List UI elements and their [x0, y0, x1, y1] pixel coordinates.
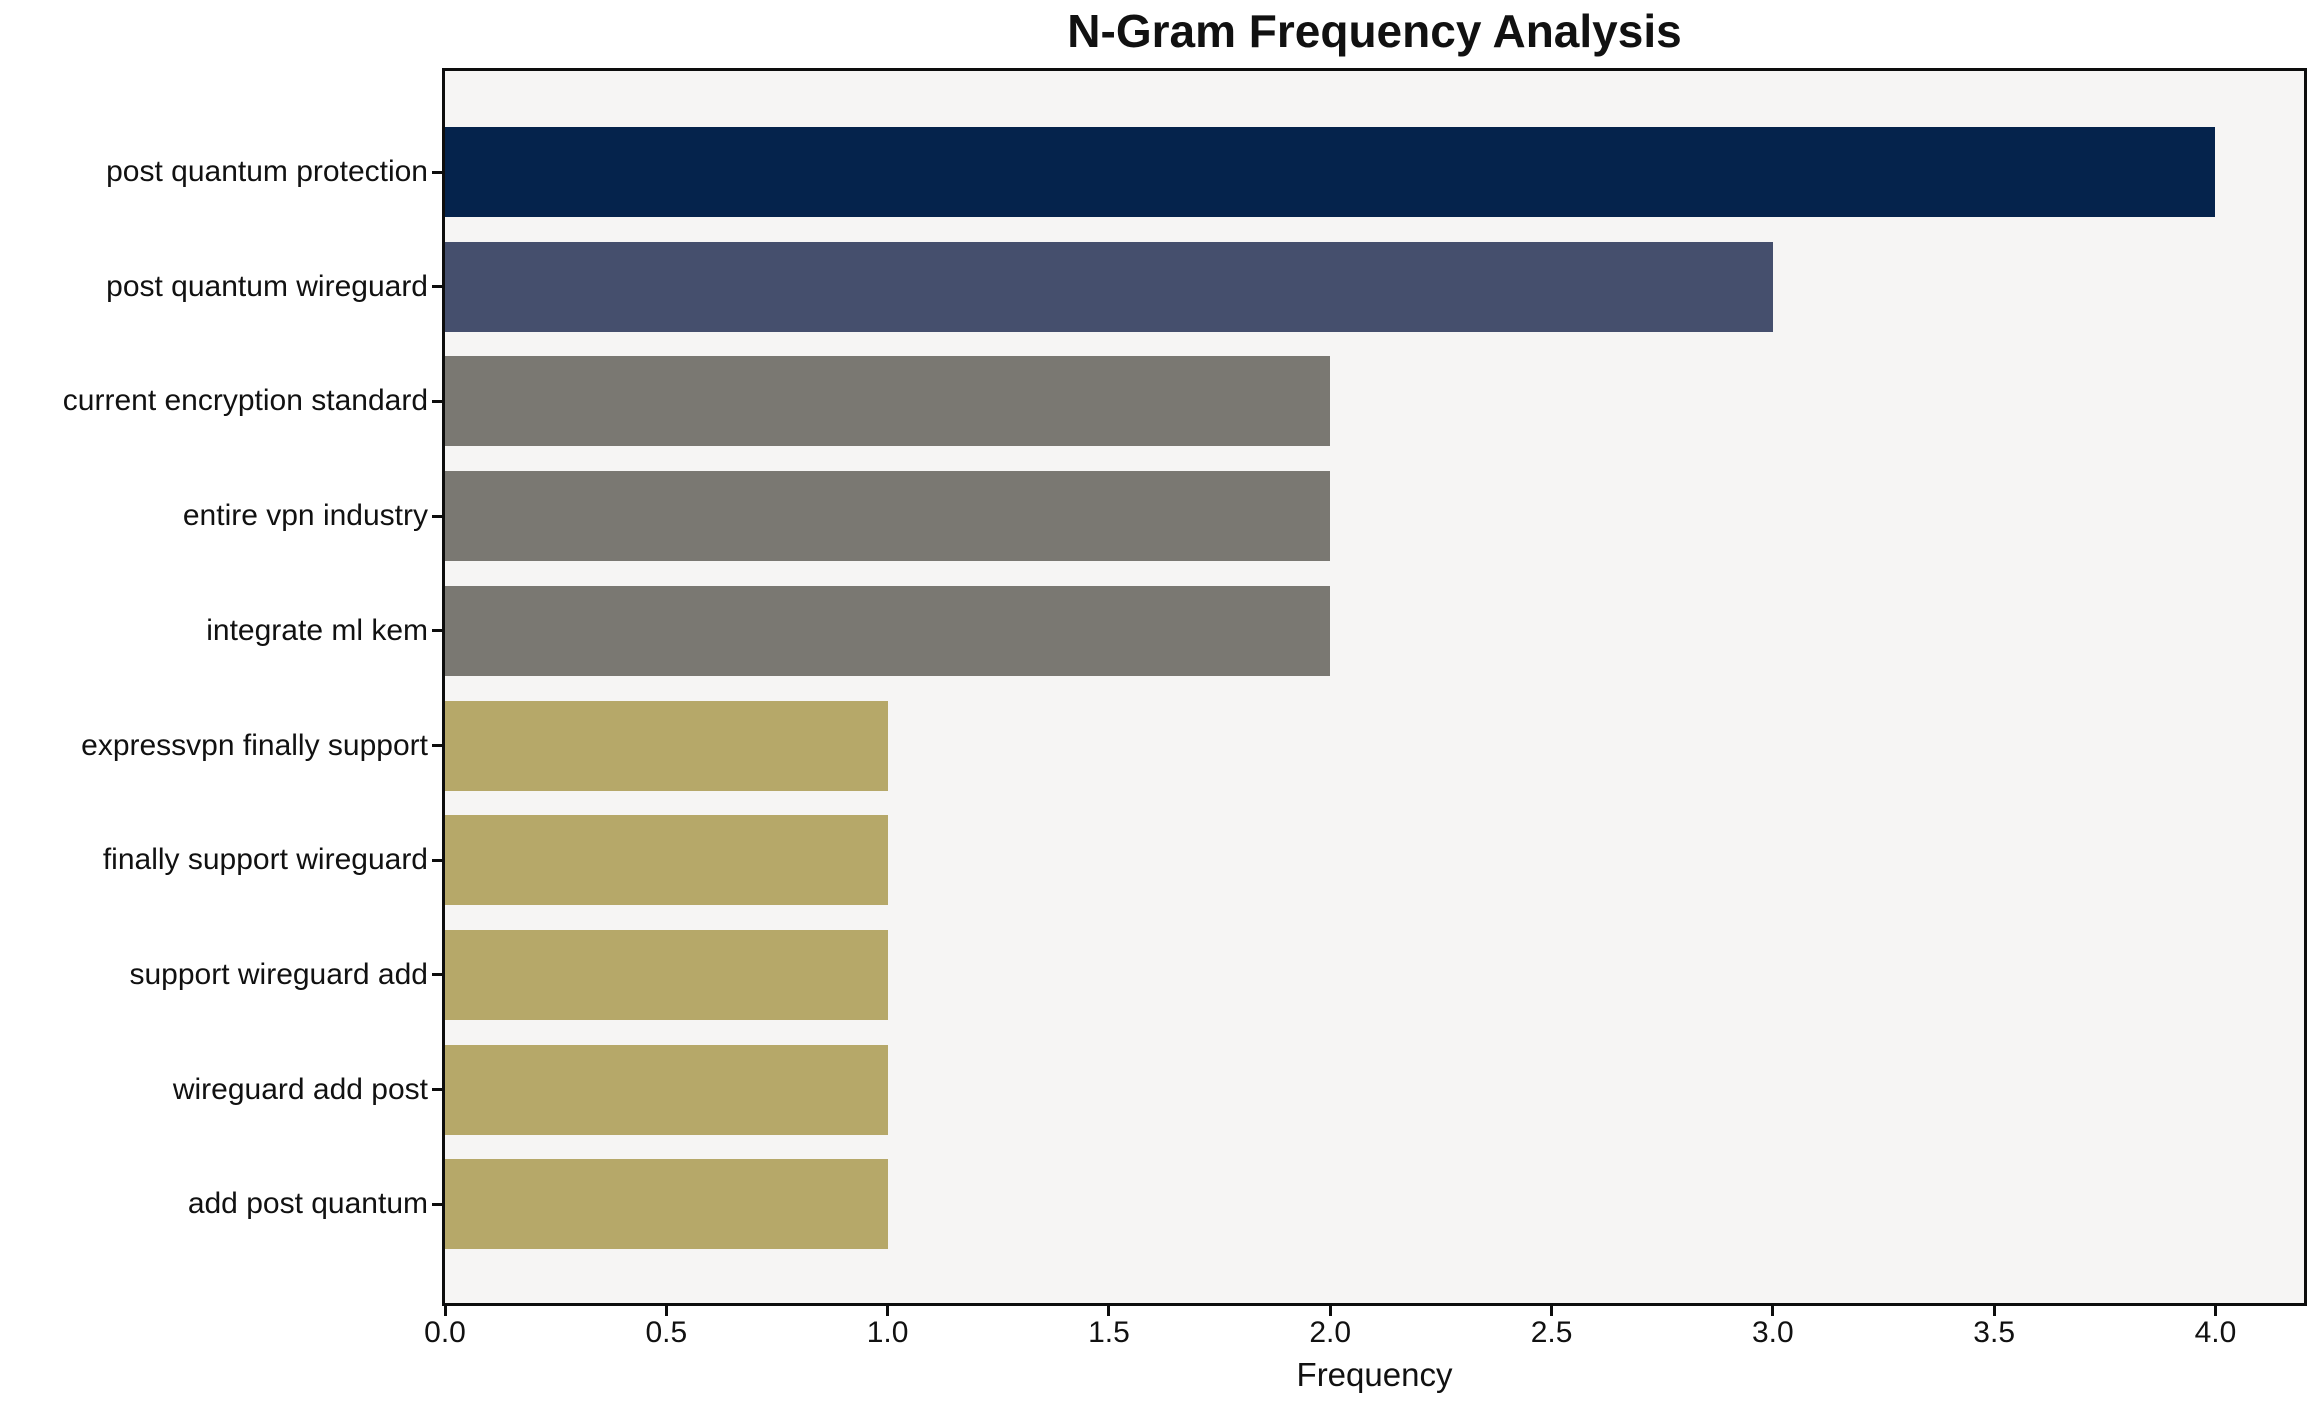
y-tick-label: entire vpn industry [182, 499, 428, 533]
bar-expressvpn-finally-support [445, 700, 888, 791]
x-tick-label: 0.5 [645, 1316, 688, 1349]
x-axis-label: Frequency [1296, 1356, 1453, 1393]
bar-finally-support-wireguard [445, 815, 888, 906]
bar-entire-vpn-industry [445, 471, 1331, 562]
y-tick-label: post quantum protection [106, 155, 428, 188]
bar-current-encryption-standard [445, 356, 1331, 447]
x-tick-mark [664, 1303, 668, 1316]
x-tick-mark [1771, 1303, 1775, 1316]
bar-integrate-ml-kem [445, 585, 1331, 676]
bar-post-quantum-wireguard [445, 241, 1773, 332]
x-tick-mark [1992, 1303, 1996, 1316]
y-tick-label: finally support wireguard [102, 843, 428, 877]
y-tick-label: current encryption standard [62, 384, 428, 418]
x-tick-label: 0.0 [424, 1316, 466, 1349]
x-tick-label: 3.0 [1751, 1316, 1794, 1349]
x-tick-label: 2.5 [1530, 1316, 1573, 1349]
x-tick-label: 2.0 [1309, 1316, 1352, 1349]
plot-area [442, 68, 2307, 1306]
x-tick-label: 4.0 [2194, 1316, 2237, 1349]
y-tick-mark [432, 744, 445, 747]
bar-wireguard-add-post [445, 1044, 888, 1135]
bar-post-quantum-protection [445, 127, 2216, 217]
bar-support-wireguard-add [445, 929, 888, 1020]
x-tick-label: 3.5 [1973, 1316, 2016, 1349]
y-tick-mark [432, 629, 445, 633]
x-tick-mark [2213, 1303, 2217, 1316]
y-tick-mark [432, 399, 445, 403]
y-tick-mark [432, 285, 445, 289]
x-tick-label: 1.0 [866, 1316, 909, 1349]
x-tick-mark [443, 1303, 447, 1316]
x-tick-label: 1.5 [1088, 1316, 1130, 1349]
bar-add-post-quantum [445, 1159, 888, 1250]
x-tick-mark [1328, 1303, 1332, 1316]
y-tick-label: support wireguard add [129, 957, 428, 991]
x-tick-mark [1550, 1303, 1554, 1316]
x-tick-mark [1107, 1303, 1111, 1316]
y-tick-mark [432, 858, 445, 862]
y-tick-label: integrate ml kem [206, 613, 428, 647]
y-tick-mark [432, 973, 445, 977]
x-tick-mark [886, 1303, 890, 1316]
y-tick-mark [432, 1202, 445, 1206]
y-tick-mark [432, 170, 445, 174]
y-tick-label: add post quantum [187, 1187, 428, 1221]
y-tick-mark [432, 514, 445, 518]
chart-title: N-Gram Frequency Analysis [1067, 5, 1682, 57]
y-tick-label: wireguard add post [172, 1072, 428, 1106]
y-tick-mark [432, 1088, 445, 1092]
y-tick-label: post quantum wireguard [106, 269, 428, 303]
y-tick-label: expressvpn finally support [81, 728, 428, 762]
